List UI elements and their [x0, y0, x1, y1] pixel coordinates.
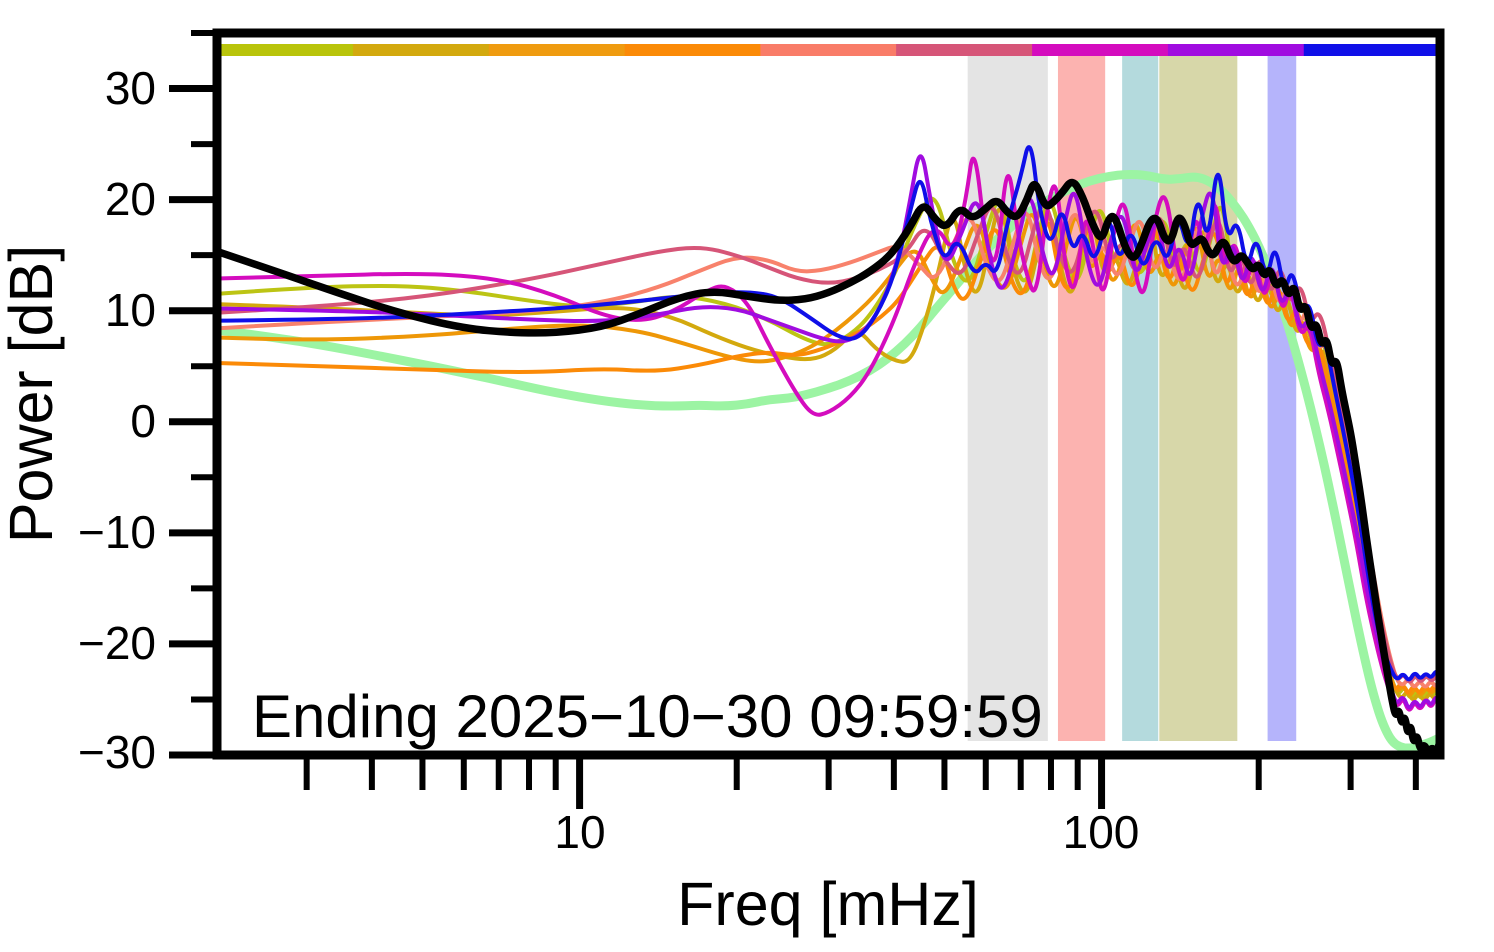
- y-tick-label-0: 0: [130, 395, 156, 447]
- shaded-bands-layer: [967, 56, 1297, 741]
- hour-bar-segment-9: [1303, 44, 1441, 56]
- band-gray: [967, 56, 1048, 741]
- hour-bar-segment-2: [352, 44, 490, 56]
- ending-time-annotation: Ending 2025−10−30 09:59:59: [252, 683, 1043, 750]
- y-axis-title: Power [dB]: [0, 245, 65, 543]
- series-quiet-reference: [217, 169, 1440, 753]
- y-tick-label-30: 30: [105, 62, 156, 114]
- band-olive: [1159, 56, 1238, 741]
- plot-frame: [212, 28, 1445, 760]
- x-tick-label-100: 100: [1063, 806, 1140, 858]
- series-layer: [217, 145, 1440, 755]
- y-tick-label-m10: −10: [78, 506, 156, 558]
- hour-bar-segment-8: [1167, 44, 1305, 56]
- hour-bar-segment-7: [1032, 44, 1169, 56]
- y-tick-label-m20: −20: [78, 617, 156, 669]
- hour-bar-segment-4: [624, 44, 762, 56]
- y-axis-tick-labels: 30 20 10 0 −10 −20 −30: [78, 62, 156, 778]
- hour-color-bar: [217, 44, 1441, 56]
- band-lavender: [1267, 56, 1297, 741]
- hour-bar-segment-6: [896, 44, 1033, 56]
- y-tick-label-m30: −30: [78, 726, 156, 778]
- series-hour-9: [217, 145, 1440, 682]
- x-tick-label-10: 10: [554, 806, 605, 858]
- x-axis-title: Freq [mHz]: [677, 870, 979, 938]
- series-hour-7: [217, 156, 1440, 712]
- hour-bar-segment-1: [217, 44, 354, 56]
- hour-bar-segment-3: [488, 44, 626, 56]
- band-teal: [1122, 56, 1159, 741]
- axis-ticks-layer: [169, 30, 1419, 809]
- y-tick-label-20: 20: [105, 173, 156, 225]
- band-pink: [1057, 56, 1106, 741]
- series-ensemble-mean: [217, 178, 1440, 755]
- y-tick-label-10: 10: [105, 284, 156, 336]
- x-axis-tick-labels: 10 100: [554, 806, 1139, 858]
- hour-bar-segment-5: [760, 44, 897, 56]
